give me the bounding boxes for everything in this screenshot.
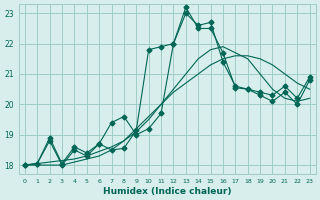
X-axis label: Humidex (Indice chaleur): Humidex (Indice chaleur) [103,187,231,196]
